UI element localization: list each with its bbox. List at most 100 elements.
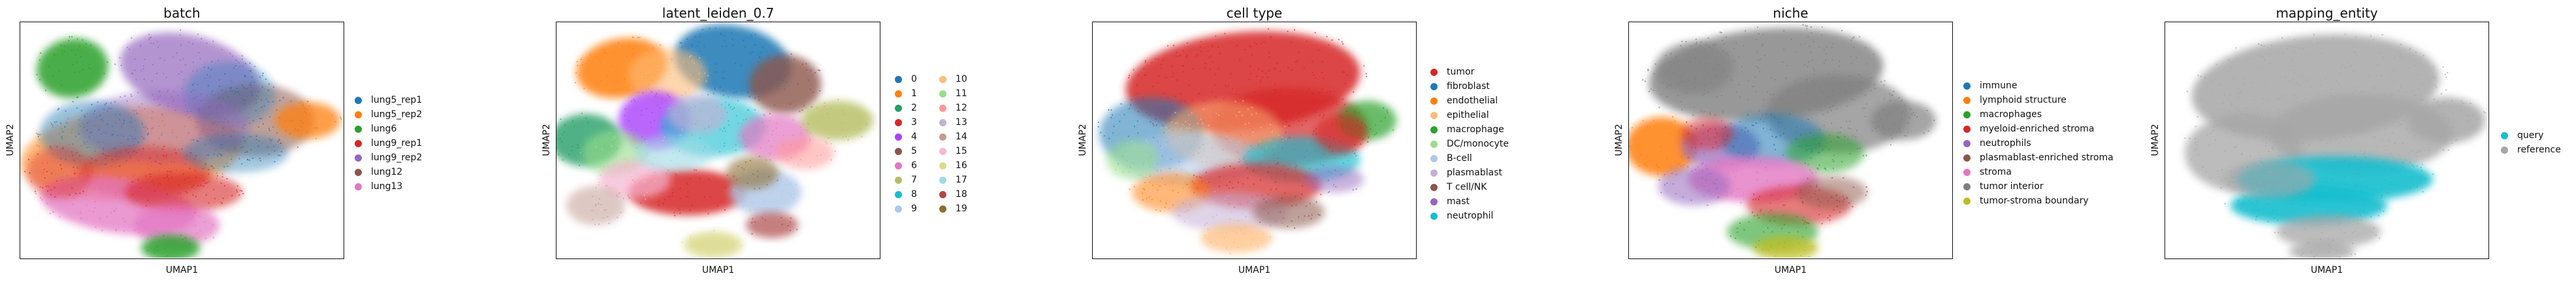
cell-point: [1818, 205, 1820, 207]
cell-point: [340, 118, 342, 120]
cell-point: [185, 214, 187, 216]
cell-point: [1166, 77, 1168, 79]
cell-point: [1354, 144, 1356, 146]
cell-point: [1295, 162, 1296, 164]
cell-point: [1164, 105, 1166, 107]
cell-point: [112, 147, 114, 149]
cell-point: [673, 66, 675, 68]
cell-point: [2387, 139, 2389, 141]
cell-point: [1191, 133, 1193, 135]
cell-point: [739, 192, 741, 194]
legend-label: neutrophil: [1447, 211, 1494, 221]
cell-point: [1733, 170, 1735, 172]
cell-point: [1808, 109, 1810, 111]
cell-point: [1816, 185, 1818, 186]
cell-point: [2393, 80, 2395, 82]
cell-point: [2293, 131, 2294, 133]
cell-point: [726, 108, 728, 110]
cell-point: [1131, 140, 1133, 142]
cell-point: [1681, 41, 1683, 43]
cell-point: [1799, 133, 1802, 135]
cell-point: [607, 216, 609, 218]
cell-point: [1763, 156, 1765, 158]
cell-point: [1238, 141, 1240, 143]
cell-point: [1237, 162, 1239, 164]
cell-point: [105, 158, 106, 160]
cell-point: [1151, 185, 1154, 186]
cell-point: [1783, 48, 1785, 50]
cell-point: [1693, 106, 1695, 108]
cell-point: [1719, 31, 1721, 33]
cell-point: [145, 175, 147, 177]
cell-point: [1735, 175, 1737, 178]
cell-point: [1694, 75, 1697, 77]
cell-point: [758, 155, 760, 157]
cell-point: [2235, 145, 2237, 148]
cell-point: [1267, 28, 1269, 30]
cell-point: [2451, 99, 2453, 101]
cell-point: [1318, 92, 1320, 94]
cell-point: [619, 167, 621, 169]
cell-point: [817, 120, 819, 122]
cell-point: [843, 113, 845, 115]
cell-point: [2256, 200, 2258, 202]
cell-point: [164, 248, 166, 250]
legend-marker: [895, 104, 902, 112]
cell-point: [1274, 83, 1276, 85]
cell-point: [1263, 146, 1265, 148]
legend-item: 0: [895, 72, 917, 86]
cell-point: [1254, 41, 1256, 44]
cell-point: [2269, 62, 2271, 64]
cell-point: [685, 196, 687, 198]
cell-point: [182, 58, 184, 60]
cell-point: [142, 65, 145, 67]
cell-point: [2319, 139, 2321, 141]
cell-point: [1785, 241, 1787, 243]
cell-point: [190, 91, 193, 93]
cell-point: [235, 107, 237, 109]
cell-point: [580, 58, 582, 61]
cell-point: [1259, 221, 1261, 223]
cell-point: [684, 92, 686, 94]
legend-marker: [939, 118, 946, 126]
cell-point: [1182, 71, 1184, 73]
cell-point: [54, 196, 56, 198]
cell-point: [137, 92, 139, 94]
cell-point: [2321, 196, 2323, 198]
cell-point: [1807, 241, 1809, 243]
cell-point: [232, 90, 234, 92]
cell-point: [651, 91, 652, 93]
cell-point: [1244, 226, 1246, 228]
cell-point: [1276, 62, 1278, 64]
cell-point: [2357, 222, 2359, 224]
cell-point: [698, 57, 700, 59]
cell-point: [1214, 35, 1217, 37]
cell-point: [607, 181, 609, 183]
cell-point: [86, 43, 88, 45]
cluster-density: [1253, 196, 1325, 228]
cell-point: [52, 75, 54, 77]
cell-point: [2374, 86, 2375, 88]
cell-point: [258, 126, 260, 128]
cell-point: [2195, 149, 2197, 151]
legend-label: 5: [911, 146, 917, 156]
cell-point: [2332, 239, 2334, 241]
cell-point: [1757, 164, 1759, 166]
cell-point: [669, 196, 671, 198]
x-axis-label: UMAP1: [2310, 265, 2343, 275]
cell-point: [741, 167, 743, 169]
cell-point: [1821, 222, 1823, 224]
cell-point: [119, 113, 121, 116]
cell-point: [1133, 126, 1136, 128]
cell-point: [1656, 173, 1659, 175]
cell-point: [2353, 156, 2356, 158]
cell-point: [223, 105, 225, 107]
cell-point: [841, 122, 843, 124]
cell-point: [2470, 102, 2471, 105]
cell-point: [738, 134, 740, 136]
y-axis-label: UMAP2: [1614, 123, 1624, 156]
cell-point: [2268, 150, 2270, 152]
cell-point: [735, 115, 737, 117]
cell-point: [1706, 168, 1708, 170]
cell-point: [624, 115, 626, 116]
